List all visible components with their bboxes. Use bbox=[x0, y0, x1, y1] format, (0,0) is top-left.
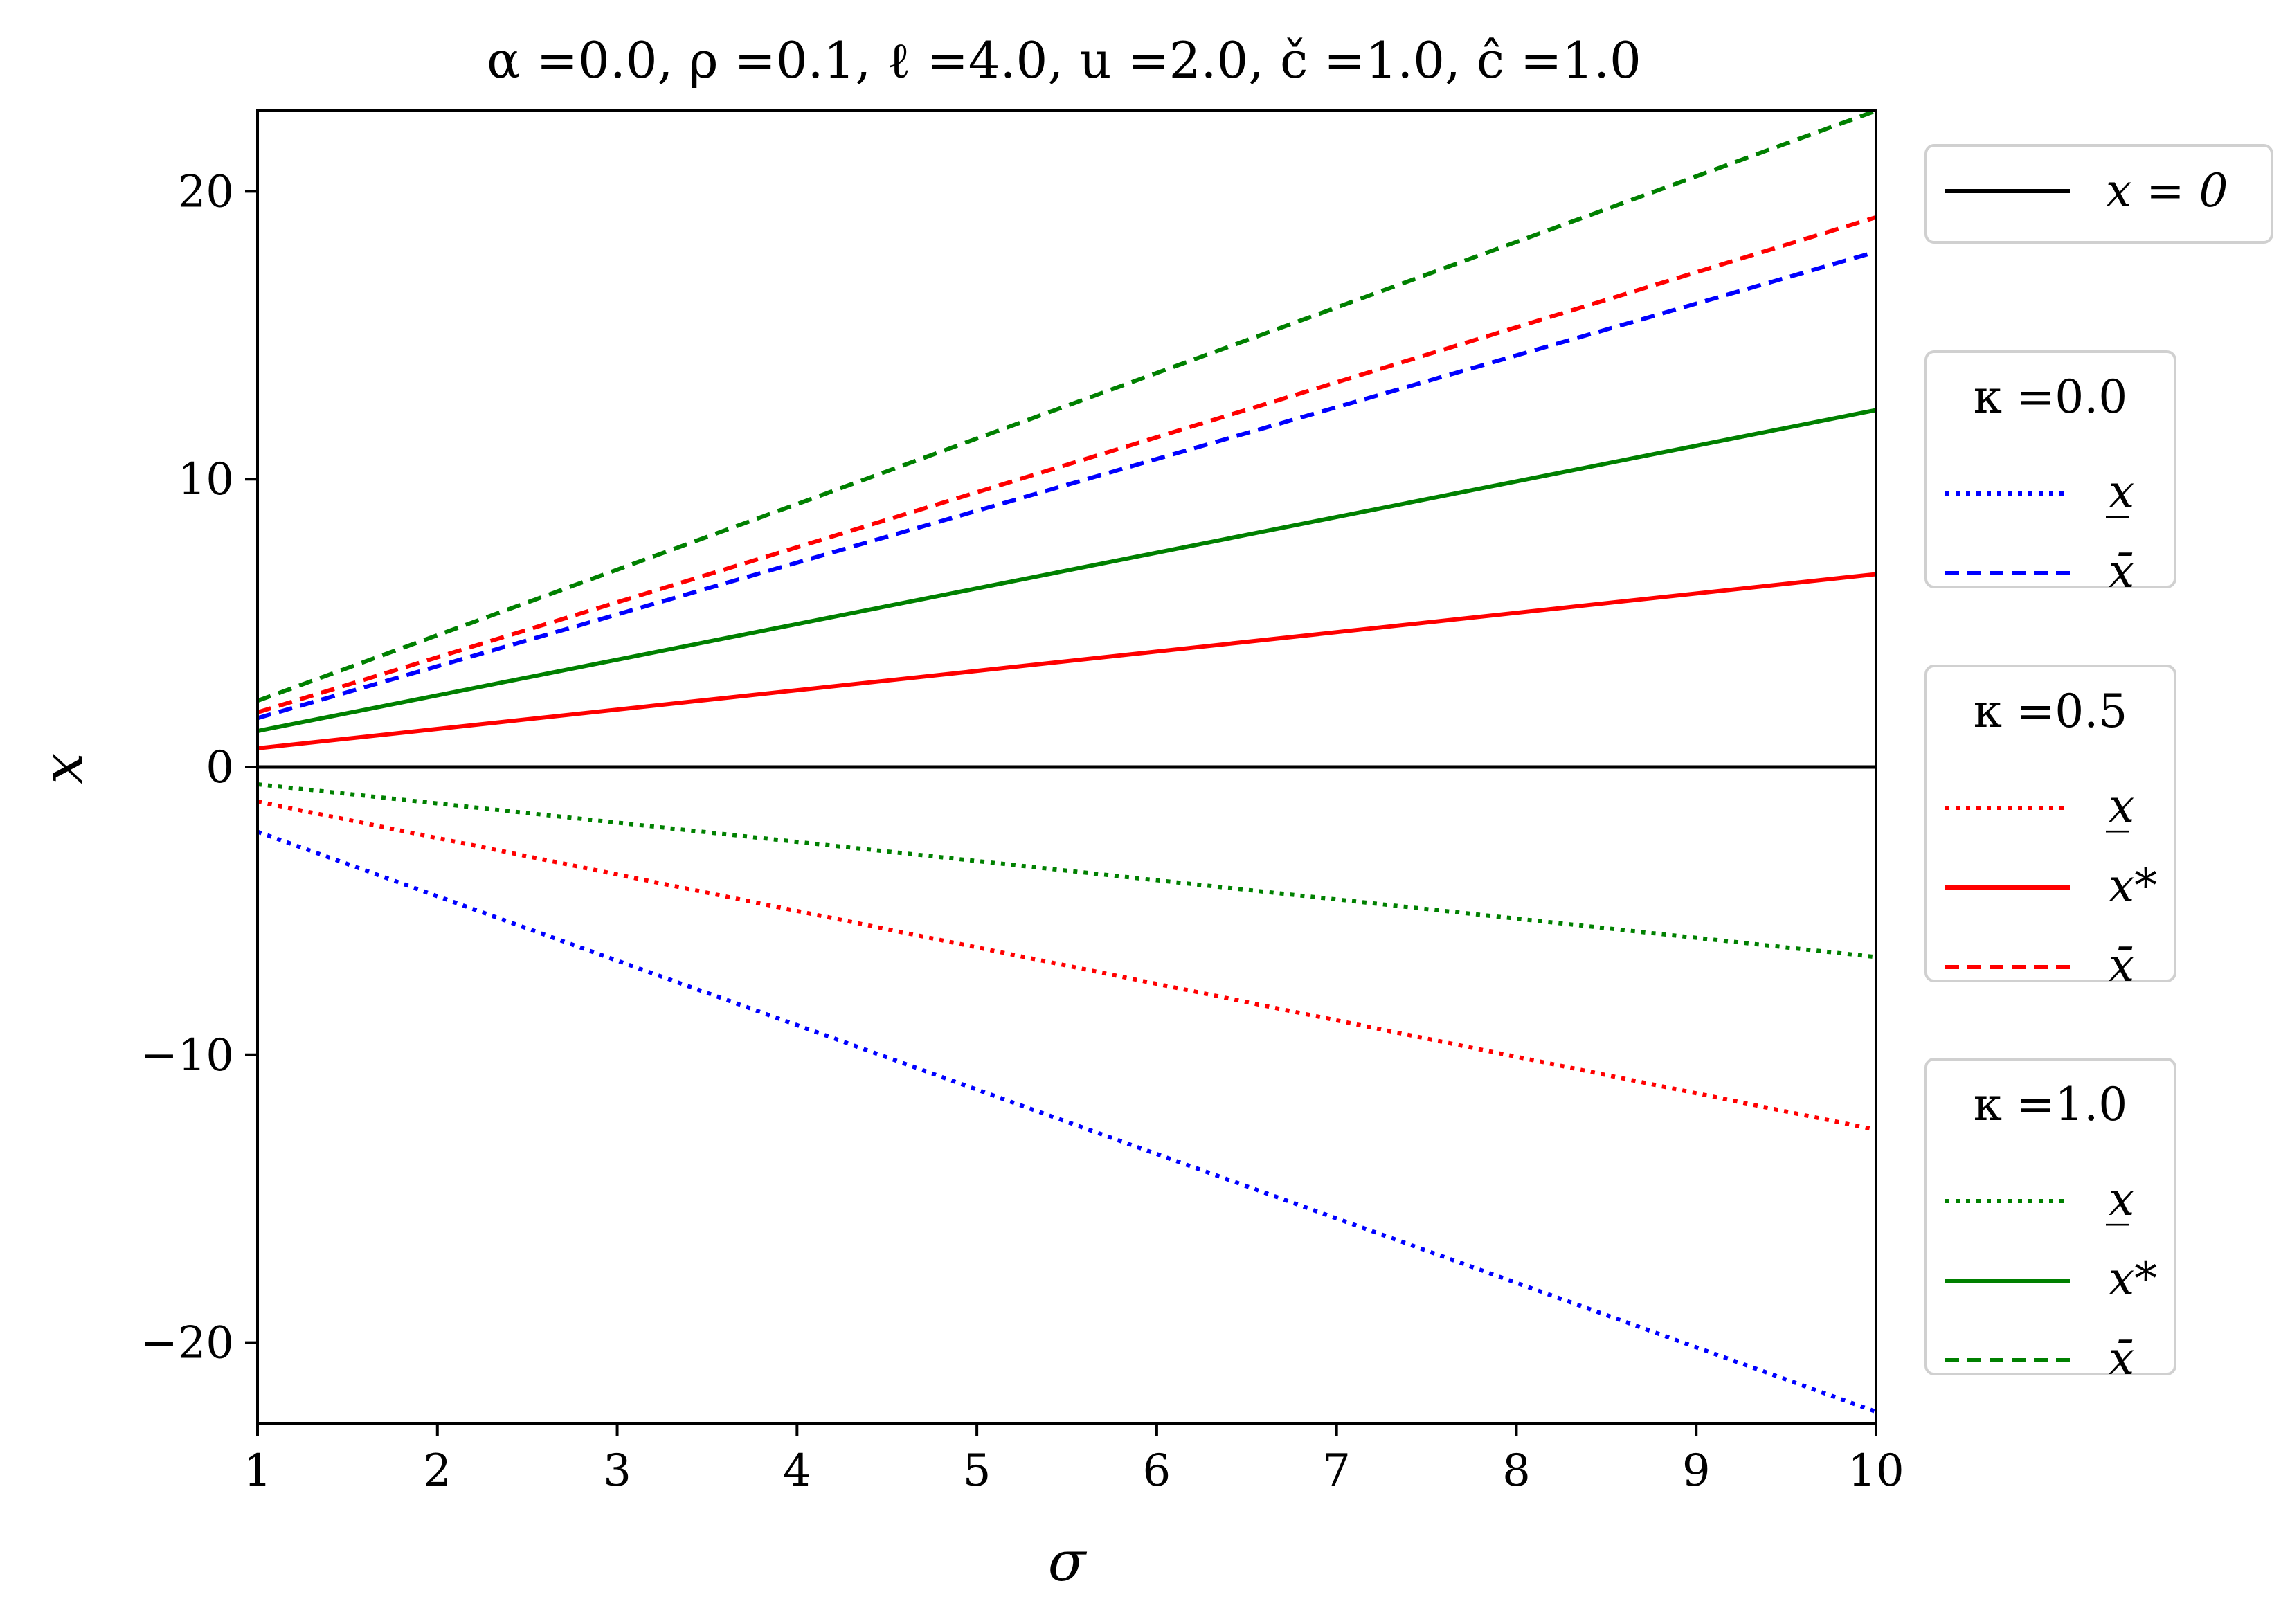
series-line-group2-2 bbox=[258, 111, 1876, 703]
legend-box bbox=[1924, 1058, 2176, 1375]
x-tick-label: 8 bbox=[1502, 1445, 1531, 1497]
legend-box bbox=[1924, 350, 2176, 588]
y-tick-label: 20 bbox=[178, 166, 234, 217]
x-tick-label: 9 bbox=[1682, 1445, 1711, 1497]
legend-title: κ =0.0 bbox=[1974, 370, 2128, 424]
x-axis: 1 2 3 4 5 6 7 8 9 10 bbox=[244, 1423, 1904, 1497]
y-tick-label: 0 bbox=[206, 742, 234, 793]
legend-label: x* bbox=[2109, 1252, 2157, 1306]
x-tick-label: 6 bbox=[1143, 1445, 1171, 1497]
x-tick-label: 3 bbox=[603, 1445, 631, 1497]
x-axis-label: σ bbox=[1048, 1529, 1088, 1594]
series-line-group1-2 bbox=[258, 215, 1876, 714]
x-tick-label: 2 bbox=[423, 1445, 451, 1497]
x-tick-label: 5 bbox=[963, 1445, 991, 1497]
series-line-group1-0 bbox=[258, 799, 1876, 1132]
legend-label: x̲ bbox=[2106, 465, 2134, 518]
legend-title: κ =1.0 bbox=[1974, 1078, 2128, 1131]
y-tick-label: 10 bbox=[178, 454, 234, 505]
x-tick-label: 1 bbox=[244, 1445, 272, 1497]
chart-title: α =0.0, ρ =0.1, ℓ =4.0, u =2.0, č =1.0, … bbox=[487, 31, 1641, 89]
y-axis: −20 −10 0 10 20 bbox=[141, 166, 258, 1369]
series-line-group2-1 bbox=[258, 408, 1876, 733]
legend-label: x̲ bbox=[2106, 779, 2134, 833]
legend-label: x̄ bbox=[2109, 1332, 2134, 1385]
legend-label: x* bbox=[2109, 859, 2157, 912]
y-axis-label: x bbox=[30, 752, 95, 784]
legend-group-2: κ =1.0 x̲ x* x̄ bbox=[1924, 1058, 2176, 1385]
series-line-group2-0 bbox=[258, 782, 1876, 959]
plot-area bbox=[256, 109, 1877, 1425]
legend-box bbox=[1924, 144, 2273, 244]
x-tick-label: 4 bbox=[783, 1445, 811, 1497]
legend-label: x̄ bbox=[2109, 545, 2134, 598]
y-tick-label: −20 bbox=[141, 1318, 234, 1369]
legend-group-1: κ =0.5 x̲ x* x̄ bbox=[1924, 665, 2176, 992]
legend-reference: x = 0 bbox=[1924, 144, 2273, 244]
x-tick-label: 10 bbox=[1848, 1445, 1904, 1497]
legend-label: x̲ bbox=[2106, 1173, 2134, 1226]
legend-label-reference: x = 0 bbox=[2106, 164, 2228, 217]
series-line-group0-0 bbox=[258, 829, 1876, 1414]
legend-label: x̄ bbox=[2109, 939, 2134, 992]
series-layer bbox=[258, 111, 1876, 1414]
legends: x = 0 κ =0.0 x̲ x̄ κ =0.5 x̲ x* x̄ κ =1.0 x̲ x* x̄ bbox=[1924, 144, 2273, 1385]
x-tick-label: 7 bbox=[1322, 1445, 1351, 1497]
legend-group-0: κ =0.0 x̲ x̄ bbox=[1924, 350, 2176, 598]
legend-title: κ =0.5 bbox=[1974, 685, 2128, 738]
y-tick-label: −10 bbox=[141, 1030, 234, 1081]
legend-box bbox=[1924, 665, 2176, 982]
series-line-group1-1 bbox=[258, 572, 1876, 750]
series-line-group0-1 bbox=[258, 249, 1876, 721]
